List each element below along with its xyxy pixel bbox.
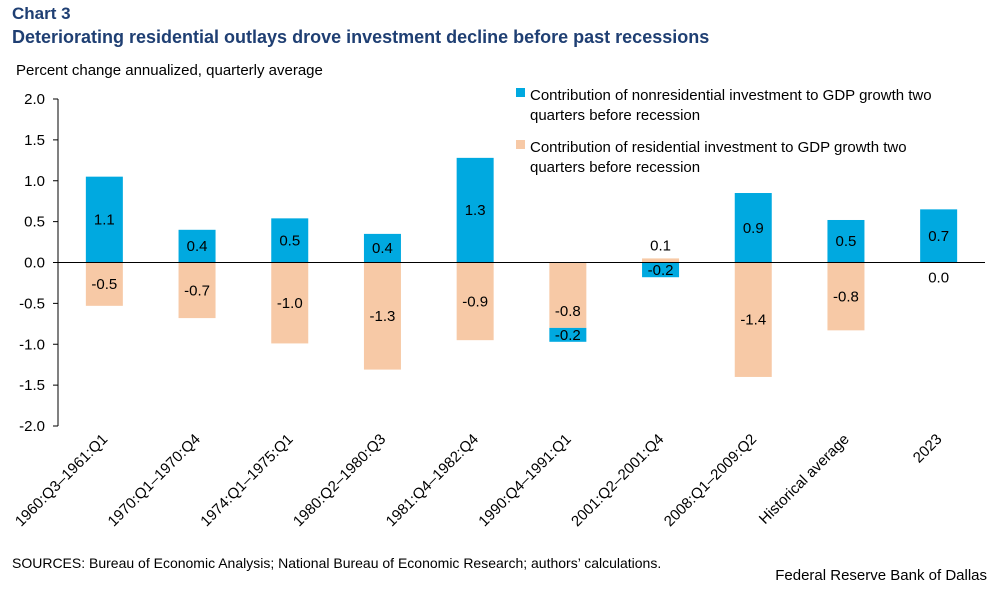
y-tick-label: -1.0 bbox=[19, 336, 45, 353]
x-tick-label: Historical average bbox=[756, 431, 853, 528]
nonresidential-bar bbox=[642, 262, 680, 278]
nonresidential-data-label: 0.5 bbox=[836, 233, 857, 250]
chart-title: Deteriorating residential outlays drove … bbox=[12, 27, 710, 47]
residential-bar bbox=[827, 262, 865, 331]
nonresidential-bar bbox=[85, 176, 123, 263]
residential-data-label: -0.8 bbox=[555, 303, 581, 320]
nonresidential-bar bbox=[920, 209, 958, 263]
nonresidential-data-label: 0.9 bbox=[743, 220, 764, 237]
y-tick-label: -0.5 bbox=[19, 295, 45, 312]
residential-bar bbox=[271, 262, 309, 344]
residential-legend-swatch bbox=[516, 140, 525, 149]
residential-data-label: -1.3 bbox=[370, 308, 396, 325]
x-tick-label: 1990:Q4–1991:Q1 bbox=[475, 431, 574, 530]
residential-data-label: -0.8 bbox=[833, 288, 859, 305]
nonresidential-data-label: -0.2 bbox=[648, 262, 674, 279]
nonresidential-data-label: 1.1 bbox=[94, 212, 115, 229]
nonresidential-bar bbox=[178, 229, 216, 263]
nonresidential-legend-label: quarters before recession bbox=[530, 107, 700, 124]
nonresidential-bar bbox=[456, 157, 494, 263]
residential-data-label: 0.1 bbox=[650, 237, 671, 254]
residential-bar bbox=[85, 262, 123, 306]
nonresidential-data-label: 0.7 bbox=[928, 228, 949, 245]
nonresidential-legend-label: Contribution of nonresidential investmen… bbox=[530, 87, 932, 104]
x-tick-label: 1960:Q3–1961:Q1 bbox=[12, 431, 111, 530]
nonresidential-bar bbox=[549, 327, 587, 342]
residential-bar bbox=[549, 262, 587, 328]
y-tick-label: 0.0 bbox=[24, 255, 45, 272]
nonresidential-data-label: 0.4 bbox=[187, 238, 208, 255]
x-tick-label: 2023 bbox=[910, 431, 946, 467]
residential-legend-label: quarters before recession bbox=[530, 159, 700, 176]
y-tick-label: 2.0 bbox=[24, 91, 45, 108]
x-tick-label: 2001:Q2–2001:Q4 bbox=[568, 431, 667, 530]
residential-data-label: 0.0 bbox=[928, 270, 949, 287]
residential-bar bbox=[363, 262, 401, 370]
credit-line: Federal Reserve Bank of Dallas bbox=[775, 567, 987, 584]
residential-data-label: -1.0 bbox=[277, 295, 303, 312]
nonresidential-bar bbox=[734, 193, 772, 263]
residential-legend-label: Contribution of residential investment t… bbox=[530, 139, 907, 156]
nonresidential-bar bbox=[827, 219, 865, 263]
sources-note: SOURCES: Bureau of Economic Analysis; Na… bbox=[12, 555, 662, 571]
nonresidential-data-label: 0.4 bbox=[372, 240, 393, 257]
residential-data-label: -1.4 bbox=[740, 312, 766, 329]
nonresidential-legend-swatch bbox=[516, 88, 525, 97]
nonresidential-data-label: 0.5 bbox=[279, 232, 300, 249]
y-tick-label: -1.5 bbox=[19, 377, 45, 394]
y-tick-label: 1.0 bbox=[24, 173, 45, 190]
y-axis-label: Percent change annualized, quarterly ave… bbox=[16, 62, 323, 79]
nonresidential-bar bbox=[271, 218, 309, 263]
x-tick-label: 1980:Q2–1980:Q3 bbox=[290, 431, 389, 530]
x-tick-label: 2008:Q1–2009:Q2 bbox=[661, 431, 760, 530]
y-tick-label: 1.5 bbox=[24, 132, 45, 149]
nonresidential-bar bbox=[363, 233, 401, 263]
x-tick-label: 1974:Q1–1975:Q1 bbox=[197, 431, 296, 530]
y-tick-label: 0.5 bbox=[24, 214, 45, 231]
residential-data-label: -0.7 bbox=[184, 282, 210, 299]
residential-data-label: -0.9 bbox=[462, 293, 488, 310]
chart-number: Chart 3 bbox=[12, 4, 71, 23]
nonresidential-data-label: 1.3 bbox=[465, 202, 486, 219]
y-tick-label: -2.0 bbox=[19, 418, 45, 435]
residential-data-label: -0.5 bbox=[91, 276, 117, 293]
residential-bar bbox=[178, 262, 216, 319]
residential-bar bbox=[456, 262, 494, 341]
residential-bar bbox=[734, 262, 772, 377]
x-tick-label: 1970:Q1–1970:Q4 bbox=[105, 431, 204, 530]
x-tick-label: 1981:Q4–1982:Q4 bbox=[383, 431, 482, 530]
nonresidential-data-label: -0.2 bbox=[555, 327, 581, 344]
residential-bar bbox=[642, 258, 680, 263]
